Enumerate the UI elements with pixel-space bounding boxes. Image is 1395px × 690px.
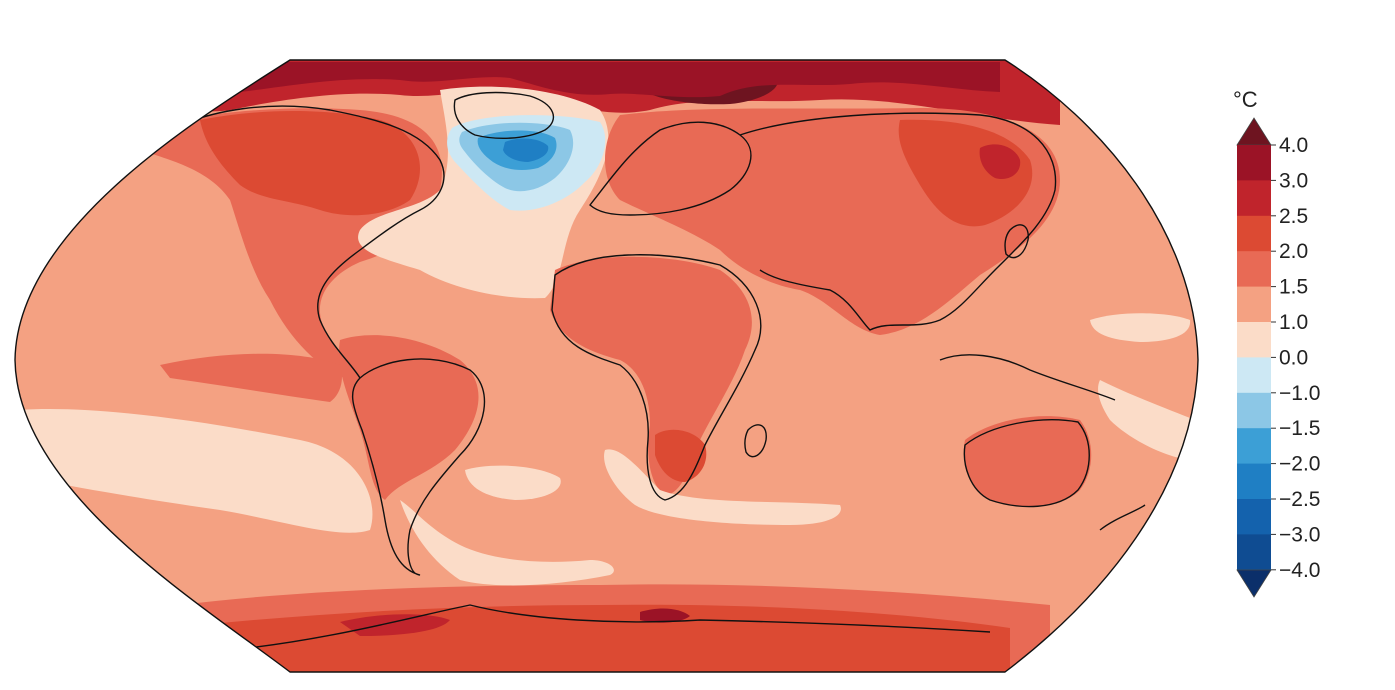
northeast-asia-hot (979, 144, 1021, 180)
antarctic-peninsula-hot (340, 614, 450, 636)
southern-indian-pale (604, 449, 841, 525)
south-pacific-pale (19, 409, 373, 533)
coastlines (169, 91, 1146, 651)
coastline-southeast-asia (939, 354, 1116, 401)
colorbar-tick-label: 4.0 (1279, 134, 1308, 157)
south-atlantic-pale (465, 465, 561, 500)
coastline-madagascar (744, 424, 767, 458)
coastline-south-america (352, 358, 486, 576)
world-map (14, 59, 1199, 673)
coastline-new-zealand (1099, 504, 1146, 531)
coastline-europe (589, 121, 752, 216)
colorbar-tick-label: 3.0 (1279, 169, 1308, 192)
north-atlantic-cool-4 (503, 138, 549, 162)
coastline-africa (551, 254, 762, 501)
colorbar-bin (1237, 180, 1271, 217)
colorbar-tick-label: −1.5 (1279, 417, 1320, 440)
southern-ocean-pale (400, 500, 614, 586)
coastline-antarctica (229, 604, 991, 651)
colorbar-bin (1237, 251, 1271, 288)
west-pacific-pale (1090, 313, 1191, 342)
colorbar-bin (1237, 534, 1271, 571)
colorbar-bin (1237, 286, 1271, 323)
africa-warm (550, 256, 752, 495)
antarctic-hot-core (640, 608, 690, 623)
colorbar-tick-label: −2.0 (1279, 453, 1320, 476)
coastline-japan (1004, 224, 1029, 259)
colorbar-unit: °C (1233, 87, 1258, 112)
coastline-north-america (169, 105, 445, 379)
north-america-hot (200, 111, 420, 216)
colorbar-tick-label: −3.0 (1279, 523, 1320, 546)
colorbar-bin (1237, 392, 1271, 429)
colorbar-bin (1237, 428, 1271, 465)
colorbar-bin (1237, 463, 1271, 500)
map-border (14, 59, 1199, 673)
indian-east-pale (1098, 380, 1195, 460)
colorbar-tick-label: 1.0 (1279, 311, 1308, 334)
colorbar-tick-label: 0.0 (1279, 346, 1308, 369)
colorbar-bin (1237, 499, 1271, 535)
colorbar-tick-label: −4.0 (1279, 559, 1320, 582)
coastline-asia (739, 112, 1057, 331)
colorbar-tick-label: 2.5 (1279, 205, 1308, 228)
colorbar-bins (1237, 145, 1271, 571)
colorbar: °C 4.0 3.0 2.5 2.0 1.5 1.0 0.0 −1.0 −1.5 −2.0 −2.5… (1233, 87, 1320, 598)
colorbar-bin (1237, 215, 1271, 252)
colorbar-tick-label: 1.5 (1279, 276, 1308, 299)
colorbar-bin (1237, 322, 1271, 358)
colorbar-tick-label: −1.0 (1279, 382, 1320, 405)
arctic-band-strong (190, 62, 1000, 98)
colorbar-bin (1237, 357, 1271, 394)
colorbar-tick-label: −2.5 (1279, 488, 1320, 511)
colorbar-tick-labels: 4.0 3.0 2.5 2.0 1.5 1.0 0.0 −1.0 −1.5 −2.0 −2.5 −3.… (1271, 134, 1320, 582)
pacific-warm-tongue (160, 353, 342, 402)
southern-africa-hot (655, 429, 707, 482)
colorbar-overflow-low (1236, 569, 1272, 598)
australia-warm (963, 416, 1092, 507)
colorbar-tick-label: 2.0 (1279, 240, 1308, 263)
coastline-greenland (453, 91, 555, 139)
antarctica-hot (200, 604, 1010, 672)
coastline-australia (963, 419, 1090, 508)
colorbar-bin (1237, 145, 1271, 181)
south-america-warm (339, 335, 479, 500)
colorbar-overflow-high (1236, 117, 1272, 146)
